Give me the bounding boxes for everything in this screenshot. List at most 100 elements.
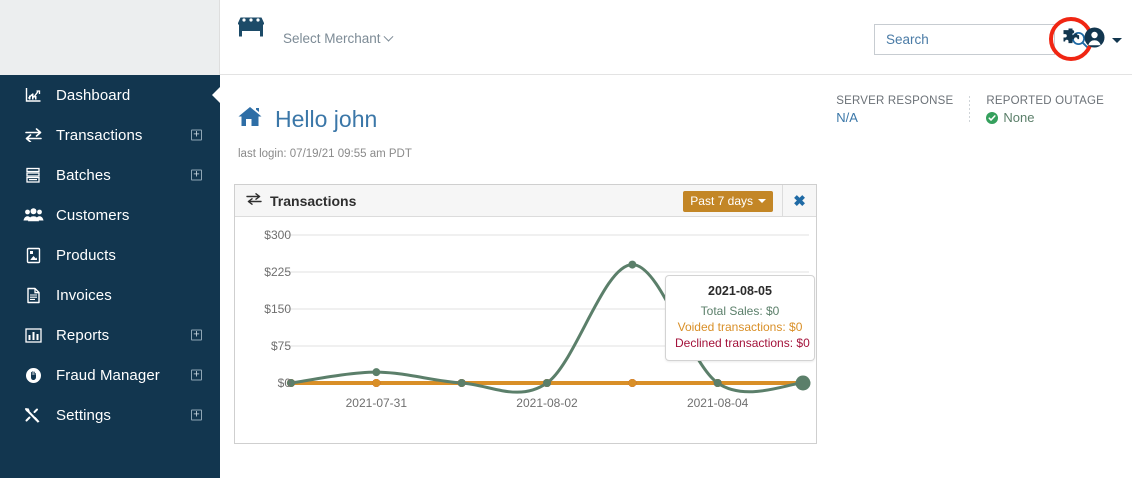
hand-stop-icon [22,365,44,385]
sidebar-item-label: Batches [56,166,111,184]
merchant-selector[interactable]: Select Merchant [235,14,393,49]
greeting-row: Hello john [237,105,377,134]
sidebar-item-label: Invoices [56,286,112,304]
status-divider [969,96,971,123]
panel-title: Transactions [270,192,357,209]
chart-line-icon [22,85,44,105]
layers-icon [22,165,44,185]
sidebar-item-reports[interactable]: Reports [0,315,220,355]
home-icon [237,105,263,134]
y-axis-tick-label: $0 [277,376,291,390]
sidebar-item-dashboard[interactable]: Dashboard [0,75,221,115]
sidebar-expand-toggle[interactable] [191,409,202,421]
page-content: Hello john last login: 07/19/21 09:55 am… [220,75,1132,478]
chart-points-layer [287,260,811,391]
exchange-icon [22,125,44,145]
panel-title-wrap: Transactions [235,192,356,210]
plugin-button[interactable] [1058,26,1084,52]
chart-data-point [628,260,637,269]
y-axis-tick-label: $75 [270,339,291,353]
chart-data-point [372,379,381,387]
chart-data-point [628,379,637,387]
sidebar-item-products[interactable]: Products [0,235,220,275]
chevron-down-icon [383,31,393,42]
sidebar-item-transactions[interactable]: Transactions [0,115,220,155]
search-input[interactable] [875,25,1071,54]
check-circle-icon [986,111,999,124]
date-range-dropdown[interactable]: Past 7 days [683,190,773,212]
merchant-selector-label: Select Merchant [283,31,393,46]
document-icon [22,285,44,305]
bar-chart-icon [22,325,44,345]
panel-header: Transactions Past 7 days ✖ [235,185,816,217]
sidebar-logo-area [0,0,220,75]
status-value: N/A [836,110,858,125]
status-label: SERVER RESPONSE [836,95,954,107]
sidebar-item-label: Fraud Manager [56,366,160,384]
chart-data-point [543,379,551,387]
box-icon [22,245,44,265]
tooltip-date: 2021-08-05 [708,284,772,298]
account-menu[interactable] [1084,27,1122,53]
status-badge: None [986,110,1104,125]
user-circle-icon [1084,27,1105,53]
x-axis-tick-label: 2021-07-31 [345,396,408,410]
store-icon [235,14,267,49]
chart-data-point [713,379,722,387]
chart-data-point [372,368,381,377]
transactions-panel: Transactions Past 7 days ✖ $0 $7 [234,184,817,444]
y-axis-tick-label: $150 [264,302,291,316]
puzzle-piece-icon [1060,26,1082,53]
panel-header-actions: Past 7 days ✖ [683,185,816,217]
status-value: None [1003,110,1035,125]
sidebar-item-settings[interactable]: Settings [0,395,220,435]
y-axis-tick-label: $225 [264,265,291,279]
x-axis-tick-label: 2021-08-02 [516,396,578,410]
sidebar-item-label: Products [56,246,116,264]
x-axis-tick-label: 2021-08-04 [686,396,749,410]
users-icon [22,205,44,225]
last-login-text: last login: 07/19/21 09:55 am PDT [238,148,412,160]
chevron-down-icon [1112,37,1122,43]
chevron-down-icon [758,199,766,203]
sidebar-expand-toggle[interactable] [191,169,202,181]
status-server-response: SERVER RESPONSE N/A [836,95,969,125]
chart-hover-point [795,375,811,391]
chart-data-point [287,379,295,387]
sidebar-item-fraud-manager[interactable]: Fraud Manager [0,355,220,395]
sidebar-item-label: Transactions [56,126,143,144]
date-range-label: Past 7 days [690,194,753,208]
sidebar-item-batches[interactable]: Batches [0,155,220,195]
main-sidebar: Dashboard Transactions [0,75,221,478]
y-axis-tick-label: $300 [264,228,291,242]
tooltip-line: Total Sales: $0 [700,304,780,318]
tooltip-lines: Total Sales: $0 Voided transactions: $0 De… [675,303,810,351]
sidebar-item-invoices[interactable]: Invoices [0,275,220,315]
status-label: REPORTED OUTAGE [986,95,1104,107]
status-strip: SERVER RESPONSE N/A REPORTED OUTAGE None [836,95,1120,125]
search-box[interactable] [874,24,1089,55]
chart-data-point [457,379,466,387]
exchange-icon [246,192,262,210]
sidebar-item-label: Dashboard [56,86,131,104]
sidebar-active-indicator [212,86,221,104]
sidebar-item-label: Settings [56,406,111,424]
panel-divider [782,185,783,217]
sidebar-item-customers[interactable]: Customers [0,195,220,235]
tooltip-line: Declined transactions: $0 [675,336,810,350]
sidebar-item-label: Reports [56,326,110,344]
sidebar-expand-toggle[interactable] [191,129,202,141]
chart-tooltip: 2021-08-05 Total Sales: $0 Voided transac… [665,275,815,361]
sidebar-expand-toggle[interactable] [191,329,202,341]
tools-icon [22,405,44,425]
chart-canvas [283,234,811,394]
status-reported-outage: REPORTED OUTAGE None [970,95,1120,125]
close-icon[interactable]: ✖ [793,193,806,210]
page-title: Hello john [275,106,378,132]
tooltip-line: Voided transactions: $0 [677,320,803,334]
transactions-chart: $0 $75 $150 $225 $300 2021-07-31 2021-08-02 20… [235,217,816,443]
sidebar-item-label: Customers [56,206,130,224]
top-bar: Select Merchant [220,0,1132,75]
sidebar-expand-toggle[interactable] [191,369,202,381]
